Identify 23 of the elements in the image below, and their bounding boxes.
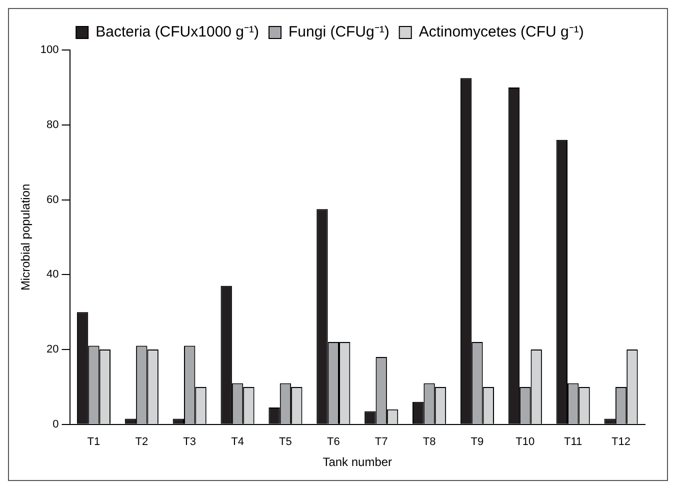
y-axis-title: Microbial population bbox=[18, 184, 33, 291]
legend-label: Bacteria (CFUx1000 g⁻¹) bbox=[96, 24, 260, 41]
x-tick-label: T7 bbox=[374, 436, 388, 448]
y-tick-label: 100 bbox=[40, 44, 59, 56]
y-tick-label: 20 bbox=[46, 344, 59, 356]
x-tick-label: T11 bbox=[564, 436, 582, 448]
y-tick-label: 60 bbox=[46, 194, 59, 206]
x-axis-title: Tank number bbox=[322, 455, 392, 470]
x-tick-label: T9 bbox=[470, 436, 484, 448]
legend-label: Actinomycetes (CFU g⁻¹) bbox=[418, 24, 584, 41]
x-tick-label: T4 bbox=[231, 436, 244, 448]
legend-label: Fungi (CFUg⁻¹) bbox=[288, 24, 390, 41]
x-tick-label: T6 bbox=[326, 436, 340, 448]
x-tick-label: T5 bbox=[279, 436, 292, 448]
y-tick-label: 80 bbox=[46, 118, 59, 131]
y-tick-label: 40 bbox=[46, 268, 59, 281]
y-tick-label: 0 bbox=[52, 418, 59, 430]
x-tick-label: T8 bbox=[422, 436, 436, 448]
x-tick-label: T3 bbox=[183, 436, 196, 448]
x-tick-label: T2 bbox=[135, 436, 148, 448]
x-tick-label: T10 bbox=[516, 436, 535, 448]
x-tick-label: T12 bbox=[612, 436, 631, 448]
x-tick-label: T1 bbox=[87, 436, 100, 448]
